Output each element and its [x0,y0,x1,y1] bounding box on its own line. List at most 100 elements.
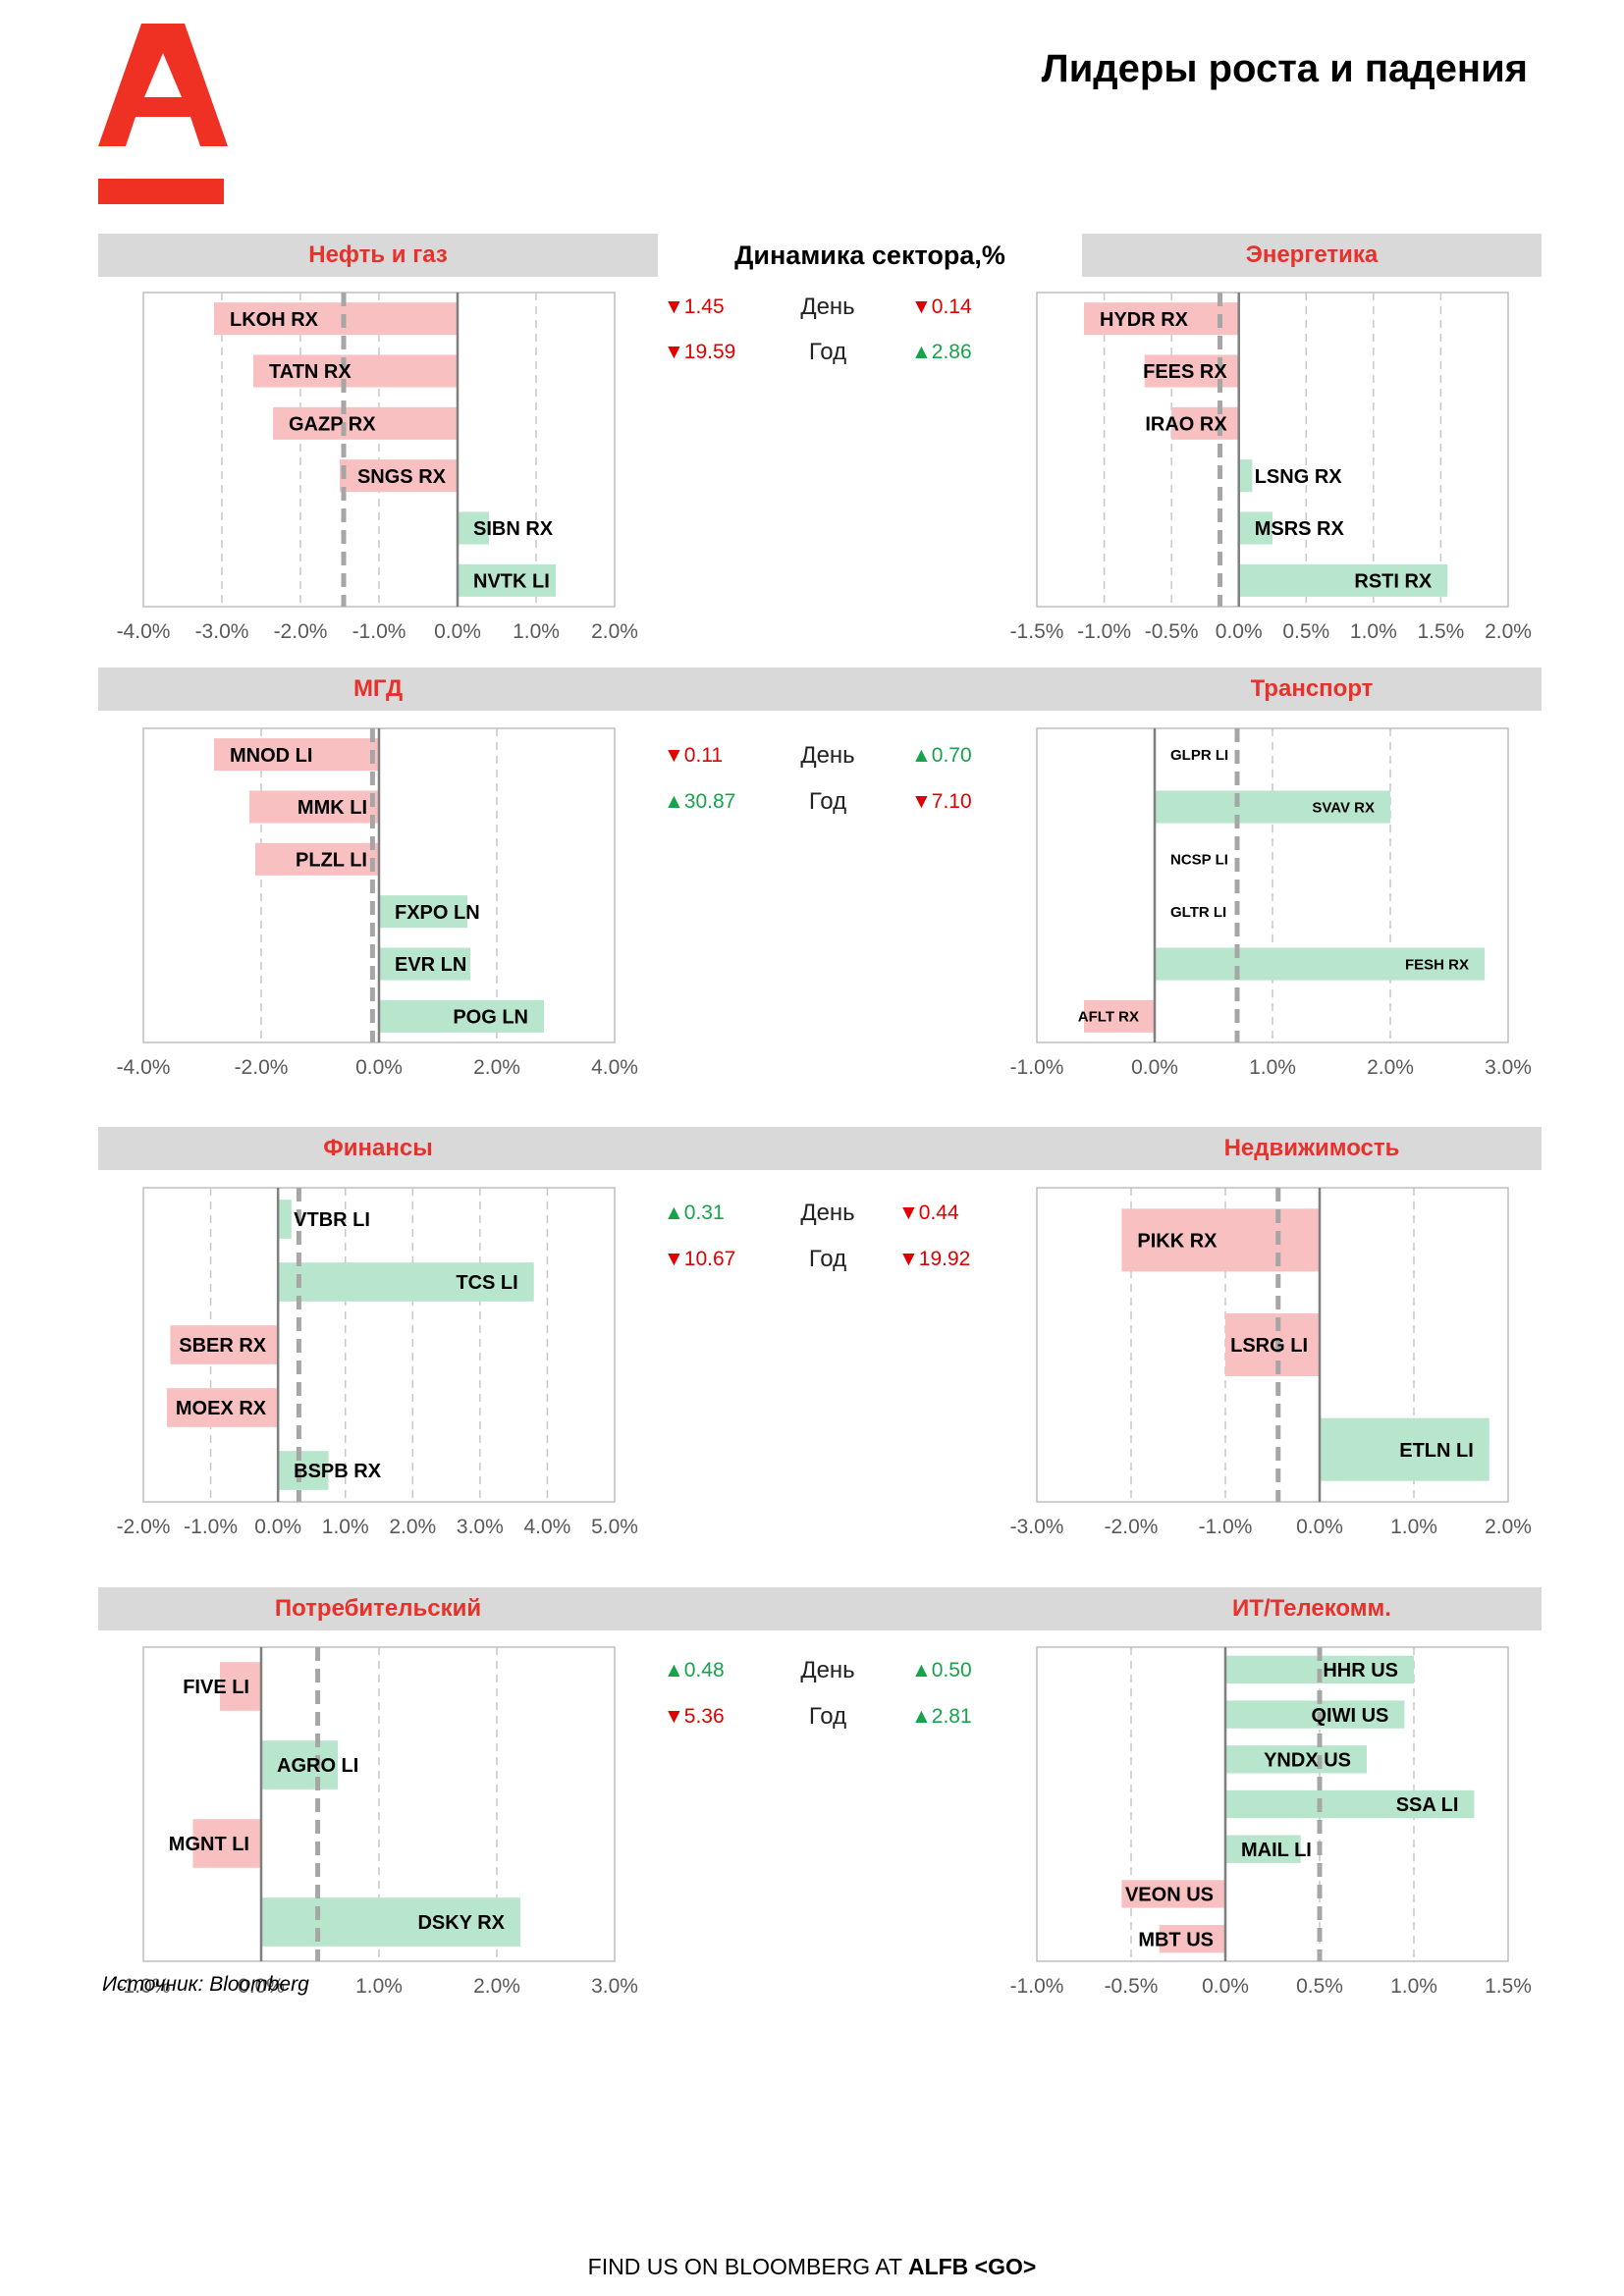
bar-label: SVAV RX [1312,799,1375,816]
chart-it-telecom: HHR US QIWI US YNDX US SSA LI MAIL LI VEON US… [992,1646,1581,2020]
bar-pikk-rx [1121,1208,1320,1272]
x-tick-label: -1.0% [184,1516,238,1538]
label-day: День [800,294,855,320]
source-note: Источник: Bloomberg [102,1973,309,1996]
bar-etln-li [1320,1417,1489,1481]
bar-moex-rx [167,1388,279,1427]
sector-title-transport: Транспорт [1250,675,1374,702]
x-tick-label: -3.0% [195,620,249,643]
x-tick-label: -2.0% [1105,1516,1159,1538]
x-tick-label: -0.5% [1105,1975,1159,1998]
sector-band-row-2: МГД Транспорт [98,667,1542,711]
x-tick-label: 5.0% [591,1516,638,1538]
chart-consumer: FIVE LI AGRO LI MGNT LI DSKY RX -1.0% 0.0% 1.0… [98,1646,687,2020]
x-tick-label: 2.0% [473,1056,520,1079]
x-tick-label: 2.0% [473,1975,520,1998]
x-tick-label: 1.0% [1390,1516,1437,1538]
bar-label: MNOD LI [230,745,312,767]
bar-dsky-rx [261,1897,520,1947]
bar-label: PLZL LI [296,850,367,872]
bar-svav-rx [1155,790,1390,824]
bar-fesh-rx [1155,947,1485,981]
stat-metals-day: ▼0.11 [664,743,723,769]
sector-band-row-1: Нефть и газ Динамика сектора,% Энергетик… [98,234,1542,277]
x-tick-label: 3.0% [1485,1056,1532,1079]
bar-hydr-rx [1084,302,1239,336]
chart-metals: MNOD LI MMK LI PLZL LI FXPO LN EVR LN POG LN -… [98,727,687,1101]
x-tick-label: 3.0% [591,1975,638,1998]
down-triangle-icon: ▼ [664,1248,684,1270]
bar-label: AFLT RX [1078,1009,1139,1026]
bar-mbt-us [1159,1924,1225,1953]
bar-label: QIWI US [1312,1705,1389,1727]
stat-value: 1.45 [683,295,725,318]
bar-label: VTBR LI [294,1209,370,1231]
x-tick-label: -4.0% [117,1056,171,1079]
sector-title-metals: МГД [352,675,404,702]
bar-veon-us [1121,1880,1225,1908]
bar-label: SIBN RX [473,518,554,540]
footer: FIND US ON BLOOMBERG AT ALFB <GO> [0,2254,1624,2280]
x-tick-label: 1.0% [1249,1056,1296,1079]
down-triangle-icon: ▼ [911,790,932,813]
bar-label: HHR US [1323,1660,1398,1682]
x-tick-label: -2.0% [274,620,328,643]
bar-label: SBER RX [179,1335,267,1357]
label-year: Год [808,1703,847,1730]
bar-label: MMK LI [298,797,367,819]
sector-title-it-telecom: ИТ/Телекомм. [1232,1595,1391,1622]
stat-value: 5.36 [683,1705,725,1728]
up-triangle-icon: ▲ [664,1201,684,1224]
bar-yndx-us [1225,1745,1367,1774]
up-triangle-icon: ▲ [911,744,932,767]
bar-aflt-rx [1084,999,1155,1033]
down-triangle-icon: ▼ [898,1248,919,1270]
sector-band-row-3: Финансы Недвижимость [98,1127,1542,1170]
bar-fxpo-ln [379,895,467,929]
x-tick-label: 2.0% [1485,1516,1532,1538]
bar-tcs-li [278,1262,534,1302]
sector-title-realestate: Недвижимость [1223,1135,1400,1161]
bar-nvtk-li [458,563,556,597]
sector-title-consumer: Потребительский [274,1595,482,1622]
bar-bspb-rx [278,1451,329,1490]
x-tick-label: -0.5% [1145,620,1199,643]
bar-label: EVR LN [395,954,466,976]
bar-label: SSA LI [1396,1794,1459,1816]
stat-value: 0.50 [931,1659,972,1682]
x-tick-label: 0.0% [434,620,481,643]
stat-oil-gas-year: ▼19.59 [664,340,735,365]
bar-label: NCSP LI [1170,852,1228,869]
x-tick-label: -4.0% [117,620,171,643]
stat-transport-day: ▲0.70 [911,743,972,769]
chart-realestate: PIKK RX LSRG LI ETLN LI -3.0% -2.0% -1.0% 0.0%… [992,1187,1581,1561]
stat-value: 0.70 [931,744,972,767]
x-tick-label: -2.0% [235,1056,289,1079]
footer-bloomberg-code: ALFB <GO> [907,2254,1037,2279]
x-tick-label: 0.0% [1131,1056,1178,1079]
down-triangle-icon: ▼ [664,341,684,363]
up-triangle-icon: ▲ [911,1705,932,1728]
x-tick-label: 0.0% [254,1516,301,1538]
stat-realestate-year: ▼19.92 [898,1247,970,1272]
x-tick-label: 1.5% [1485,1975,1532,1998]
bar-pog-ln [379,999,544,1033]
x-tick-label: 2.0% [1485,620,1532,643]
page-title: Лидеры роста и падения [1041,47,1528,90]
bar-ssa-li [1225,1789,1475,1819]
stat-value: 0.11 [683,744,724,767]
bar-label: FXPO LN [395,902,480,924]
x-tick-label: 0.5% [1282,620,1329,643]
bar-sber-rx [170,1325,279,1364]
bar-lsng-rx [1238,459,1253,493]
stat-consumer-year: ▼5.36 [664,1704,725,1730]
stat-value: 7.10 [931,790,972,813]
bar-irao-rx [1171,406,1239,440]
x-tick-label: 1.0% [355,1975,403,1998]
bar-label: TATN RX [269,361,352,383]
plot-frame [1036,1646,1509,1962]
stat-it-telecom-day: ▲0.50 [911,1658,972,1683]
x-tick-label: -1.0% [1077,620,1131,643]
label-day: День [800,1200,855,1226]
bar-label: SNGS RX [357,466,447,488]
